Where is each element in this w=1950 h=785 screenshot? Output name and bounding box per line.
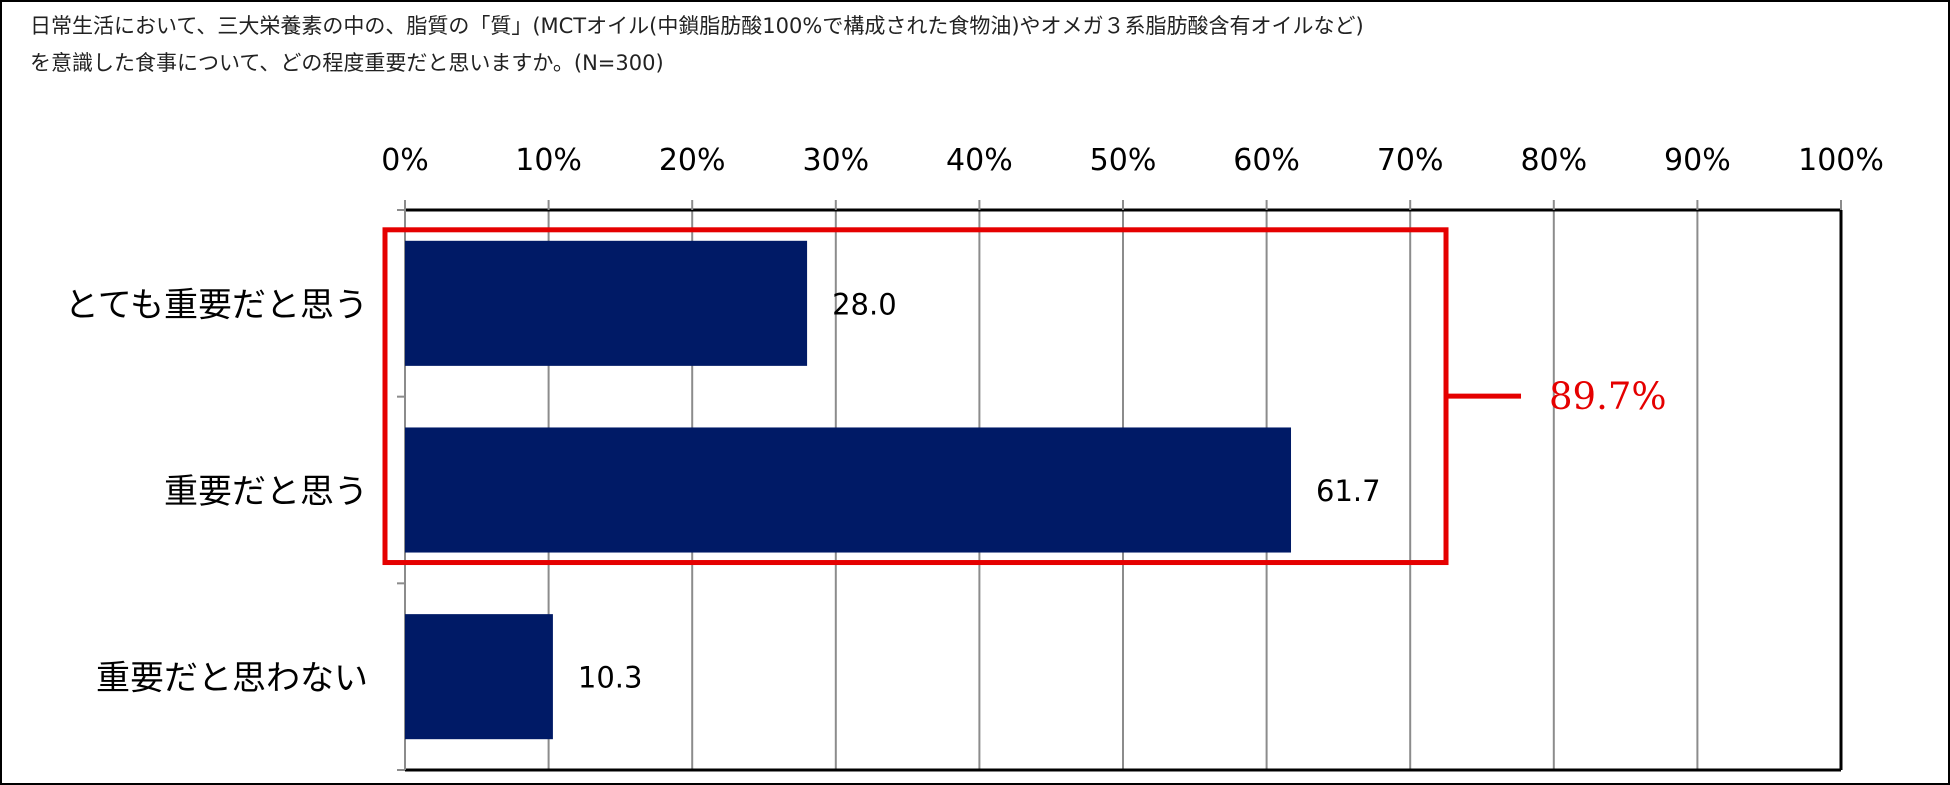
highlight-annotation: 89.7% (382, 227, 1667, 566)
x-tick-label: 50% (1090, 143, 1157, 178)
question-text: 日常生活において、三大栄養素の中の、脂質の「質」(MCTオイル(中鎖脂肪酸100… (30, 8, 1890, 82)
x-axis-ticks: 0% 10% 20% 30% 40% 50% 60% 70% 80% 90% 100% (381, 143, 1884, 210)
bars (405, 240, 1292, 740)
value-labels: 28.0 61.7 10.3 (578, 287, 1381, 694)
value-label: 10.3 (578, 661, 643, 695)
x-tick-label: 20% (659, 143, 726, 178)
value-label: 28.0 (832, 287, 897, 321)
x-tick-label: 100% (1798, 143, 1884, 178)
value-label: 61.7 (1316, 474, 1381, 508)
bar (405, 427, 1292, 553)
question-line-1: 日常生活において、三大栄養素の中の、脂質の「質」(MCTオイル(中鎖脂肪酸100… (30, 14, 1364, 38)
bar (405, 240, 808, 366)
x-tick-label: 30% (802, 143, 869, 178)
x-tick-label: 0% (381, 143, 429, 178)
x-tick-label: 80% (1520, 143, 1587, 178)
category-label: 重要だと思う (164, 472, 368, 512)
x-tick-label: 70% (1377, 143, 1444, 178)
x-tick-label: 60% (1233, 143, 1300, 178)
category-label: とても重要だと思う (65, 285, 368, 325)
question-line-2: を意識した食事について、どの程度重要だと思いますか。(N=300) (30, 51, 664, 75)
x-tick-label: 90% (1664, 143, 1731, 178)
highlight-total-label: 89.7% (1549, 375, 1667, 418)
x-tick-label: 40% (946, 143, 1013, 178)
bar (405, 614, 553, 740)
category-label: 重要だと思わない (96, 659, 368, 699)
x-tick-label: 10% (515, 143, 582, 178)
